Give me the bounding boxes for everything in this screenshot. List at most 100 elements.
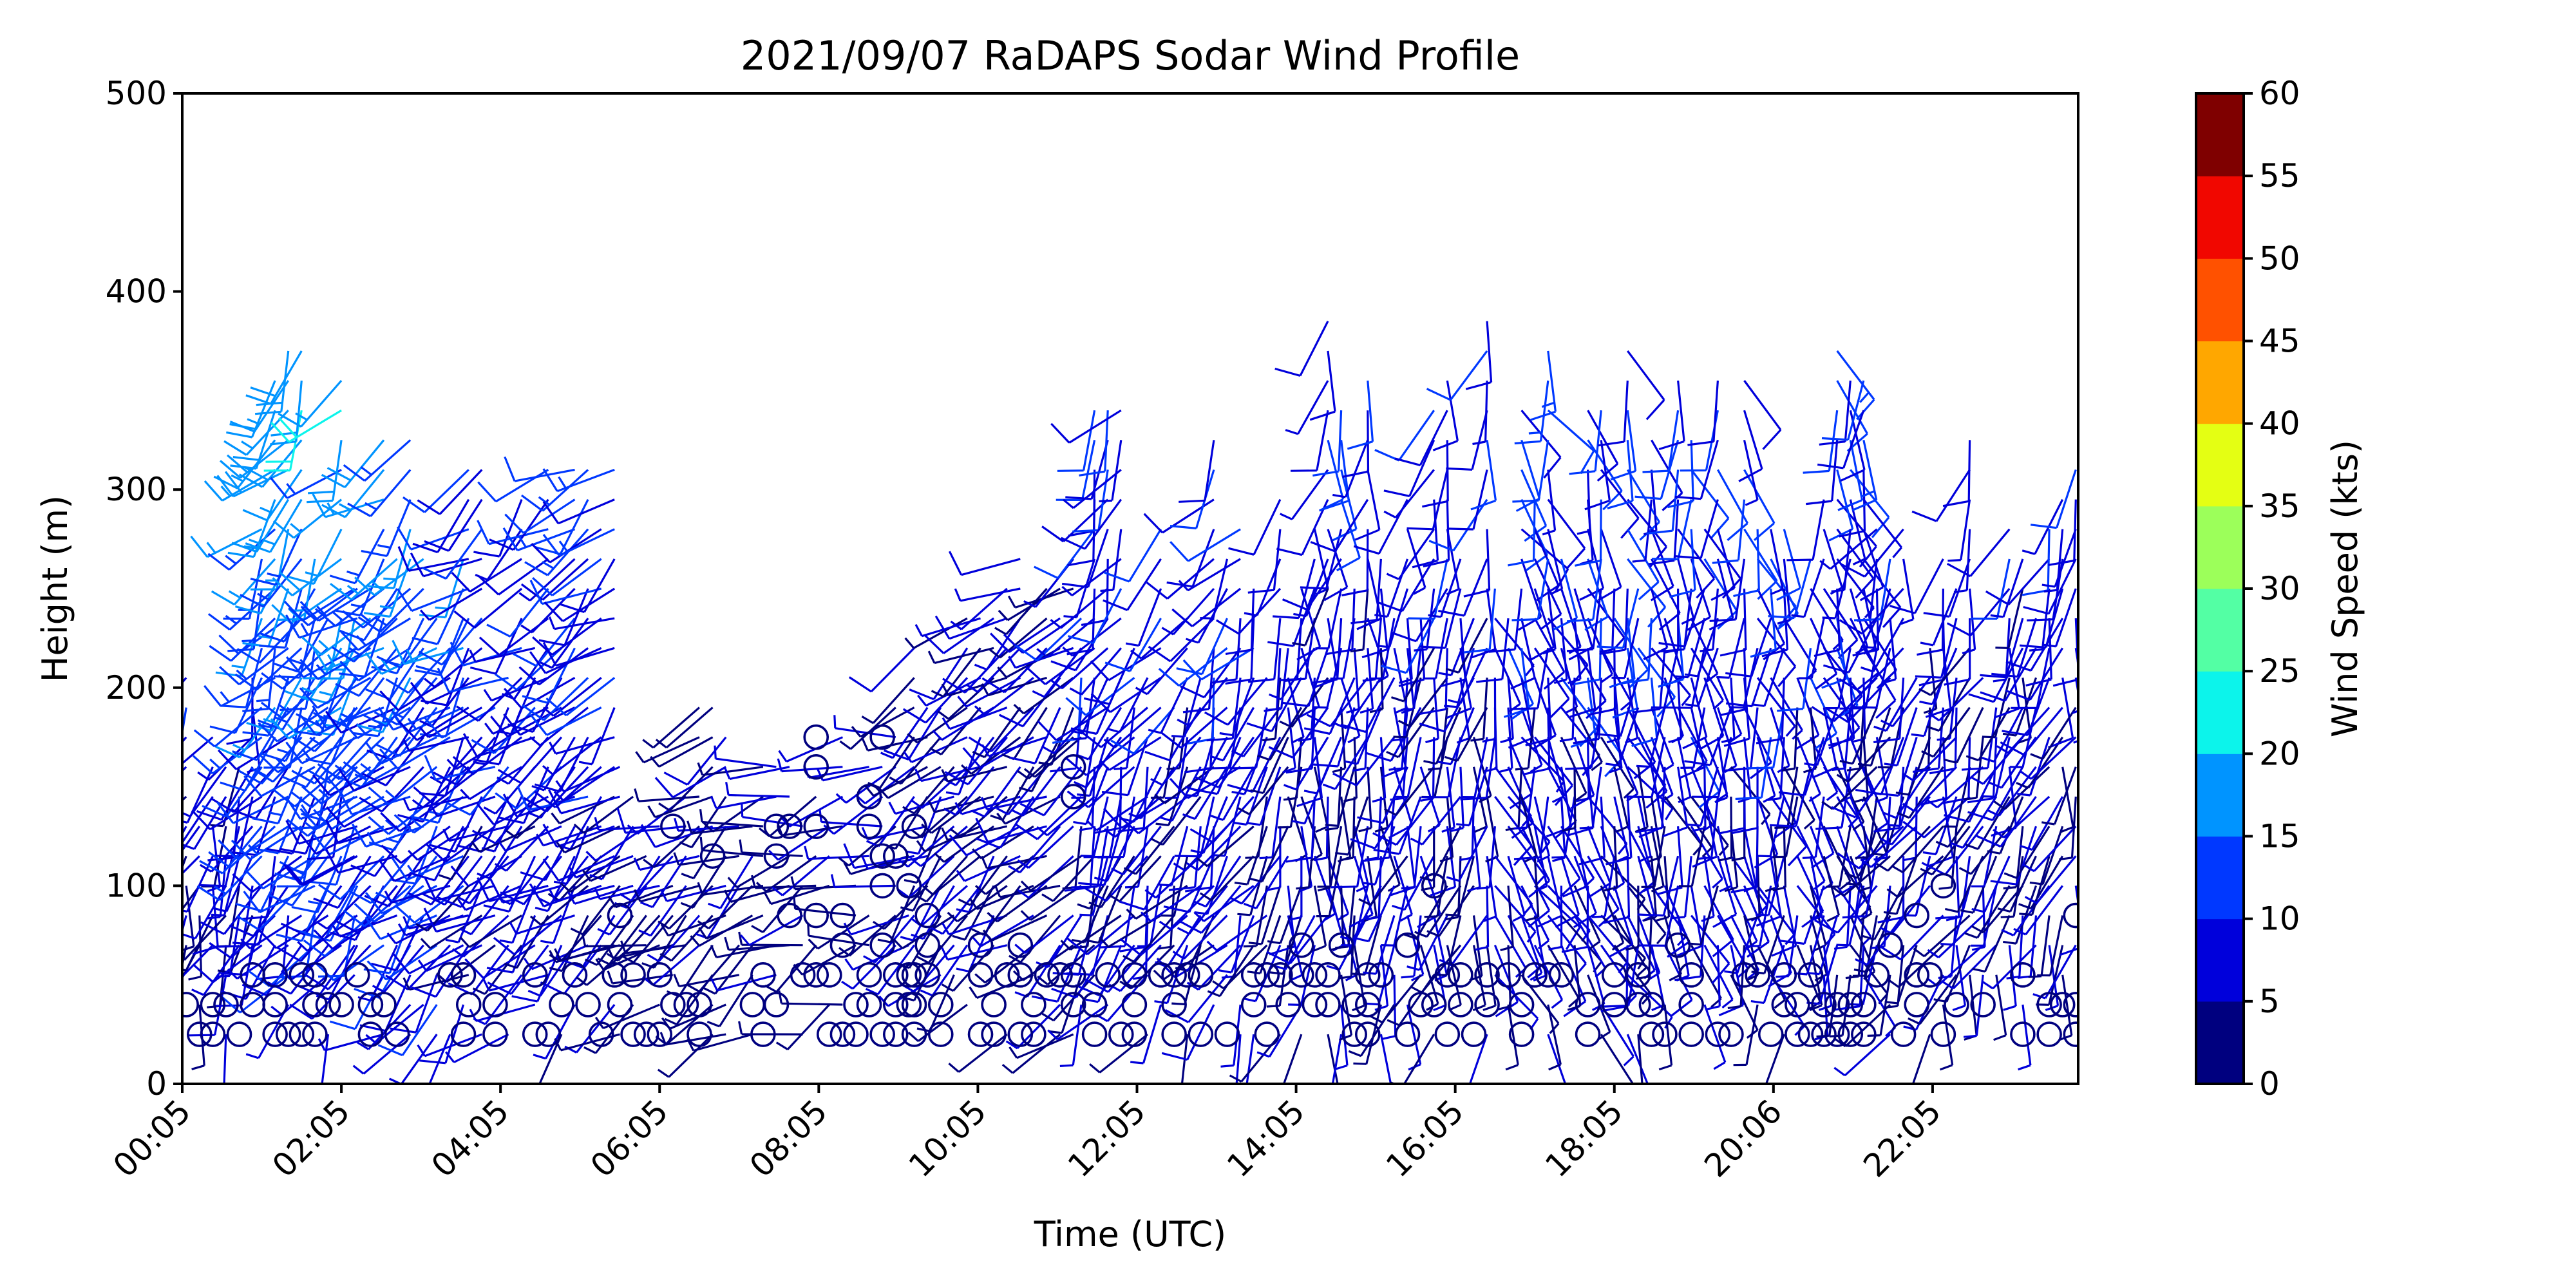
wind-barb <box>987 885 1048 923</box>
calm-marker <box>226 1021 252 1047</box>
wind-barb <box>1921 826 1984 876</box>
wind-barb <box>1259 796 1282 860</box>
wind-barb <box>1548 886 1563 951</box>
wind-barb <box>1962 588 1976 654</box>
wind-barb <box>1193 885 1255 922</box>
calm-marker <box>522 962 548 988</box>
wind-barb <box>417 469 483 515</box>
wind-barb <box>724 936 790 951</box>
wind-barb <box>1637 855 1680 917</box>
wind-barb <box>1682 677 1708 750</box>
wind-barb <box>419 587 483 621</box>
wind-barb <box>437 667 509 693</box>
wind-barb <box>948 551 1021 576</box>
wind-barb <box>1350 796 1408 849</box>
wind-barb <box>1648 499 1680 565</box>
wind-barb <box>1066 914 1135 956</box>
wind-barb <box>681 826 727 880</box>
wind-barb <box>1079 706 1149 748</box>
wind-barb <box>663 736 727 786</box>
wind-barb <box>971 914 1034 947</box>
wind-barb <box>1902 766 1958 812</box>
calm-marker <box>869 932 895 958</box>
wind-barb <box>1317 826 1332 892</box>
wind-barb <box>325 706 398 734</box>
calm-marker <box>2049 992 2076 1018</box>
wind-barb <box>1873 677 1918 732</box>
calm-marker <box>200 1021 226 1047</box>
wind-barb <box>650 736 714 768</box>
wind-barb <box>703 795 764 833</box>
wind-barb <box>699 809 764 828</box>
calm-marker <box>607 992 633 1018</box>
wind-barb <box>520 826 576 882</box>
wind-barb <box>1361 588 1388 659</box>
wind-barb <box>994 884 1061 898</box>
wind-barb <box>1078 826 1122 887</box>
calm-marker <box>901 813 927 839</box>
calm-marker <box>2036 992 2062 1018</box>
wind-barb <box>1846 707 1865 772</box>
wind-barb <box>659 884 726 902</box>
wind-barb <box>1089 1033 1148 1074</box>
wind-barb <box>968 706 1035 753</box>
wind-barb <box>503 677 576 710</box>
calm-marker <box>803 813 829 839</box>
wind-barb <box>370 914 425 972</box>
calm-marker <box>777 902 802 929</box>
wind-barb <box>1061 498 1122 550</box>
wind-barb <box>278 379 343 428</box>
wind-barb <box>1161 587 1215 636</box>
wind-barb <box>226 677 254 745</box>
wind-barb <box>1439 618 1466 688</box>
wind-barb <box>1577 469 1591 535</box>
x-tick-label: 02:05 <box>265 1092 357 1184</box>
wind-barb <box>1154 766 1215 804</box>
wind-barb <box>456 677 523 722</box>
wind-barb <box>182 736 214 765</box>
wind-barb <box>1929 707 1958 775</box>
wind-barb <box>2059 886 2078 956</box>
wind-barb <box>1743 469 1776 542</box>
wind-barb <box>504 498 576 535</box>
wind-barb <box>1468 1034 1488 1084</box>
wind-barb <box>351 823 424 848</box>
wind-barb <box>1733 1004 1759 1066</box>
wind-barb <box>1356 558 1382 630</box>
wind-barb <box>240 914 303 950</box>
wind-barb <box>1852 915 1878 977</box>
wind-barb <box>1235 1034 1242 1084</box>
wind-barb <box>338 766 411 792</box>
wind-barb <box>1020 885 1082 921</box>
wind-barb <box>182 795 187 802</box>
calm-marker <box>647 962 673 988</box>
wind-barb <box>1103 706 1162 749</box>
x-tick-label: 16:05 <box>1379 1092 1471 1184</box>
calm-marker <box>1034 962 1060 988</box>
wind-barb <box>502 527 576 552</box>
wind-barb <box>2048 499 2077 566</box>
wind-barb <box>473 707 509 766</box>
wind-barb <box>1770 707 1790 773</box>
wind-barb <box>414 618 464 676</box>
y-tick-label: 400 <box>106 273 167 310</box>
wind-barb <box>1884 945 1905 1009</box>
wind-barb <box>307 440 343 504</box>
wind-barb <box>1130 1004 1162 1065</box>
wind-barb <box>1204 677 1268 726</box>
wind-barb <box>1311 618 1343 684</box>
wind-barb <box>542 641 615 667</box>
wind-barb <box>823 795 884 835</box>
wind-barb <box>1965 796 2011 850</box>
wind-barb <box>1650 826 1665 893</box>
wind-barb <box>489 498 549 551</box>
calm-marker <box>1394 1021 1421 1047</box>
wind-barb <box>981 676 1047 697</box>
wind-barb <box>708 855 753 909</box>
wind-barb <box>775 1003 830 1050</box>
wind-barb <box>808 914 870 950</box>
wind-barb <box>1600 885 1625 951</box>
wind-barb <box>1274 320 1329 377</box>
calm-marker <box>1060 754 1086 780</box>
wind-barb <box>1365 945 1396 1006</box>
